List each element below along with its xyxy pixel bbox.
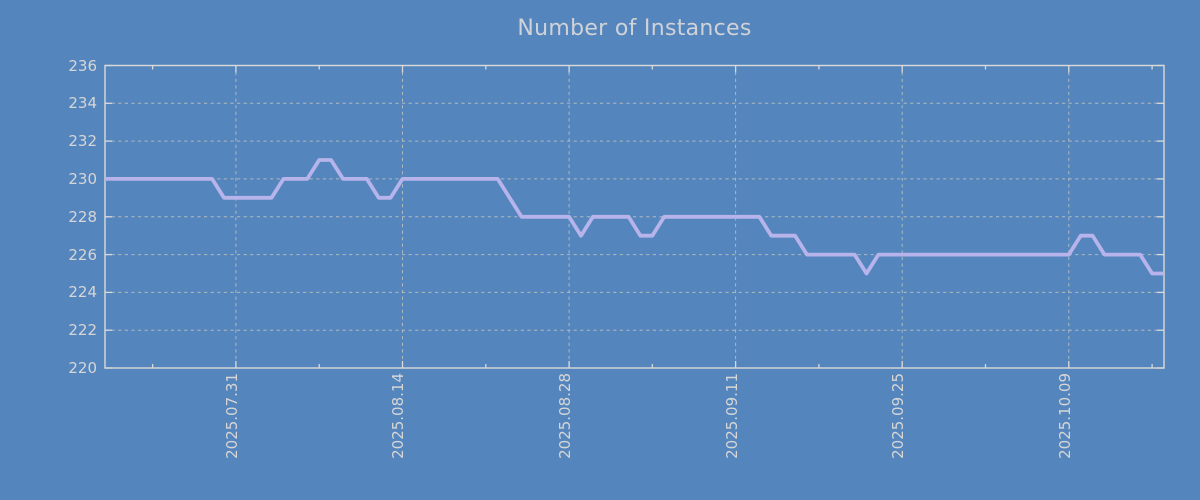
x-axis-label: 2025.08.14	[389, 373, 407, 459]
x-axis-label: 2025.09.11	[723, 373, 741, 459]
y-axis-label: 234	[68, 94, 97, 112]
y-axis-label: 224	[68, 283, 97, 301]
plot-border	[104, 64, 1165, 369]
y-axis-label: 230	[68, 170, 97, 188]
y-axis-label: 226	[68, 246, 97, 264]
x-axis-label: 2025.09.25	[889, 373, 907, 459]
y-axis-label: 236	[68, 57, 97, 75]
x-axis-label: 2025.10.09	[1056, 373, 1074, 459]
y-axis-label: 228	[68, 208, 97, 226]
chart-title: Number of Instances	[517, 16, 752, 41]
instances-line	[105, 158, 1164, 276]
y-axis-label: 220	[68, 359, 97, 377]
y-axis-label: 222	[68, 321, 97, 339]
y-axis-label: 232	[68, 132, 97, 150]
x-axis-label: 2025.07.31	[223, 373, 241, 459]
x-axis-label: 2025.08.28	[556, 373, 574, 459]
